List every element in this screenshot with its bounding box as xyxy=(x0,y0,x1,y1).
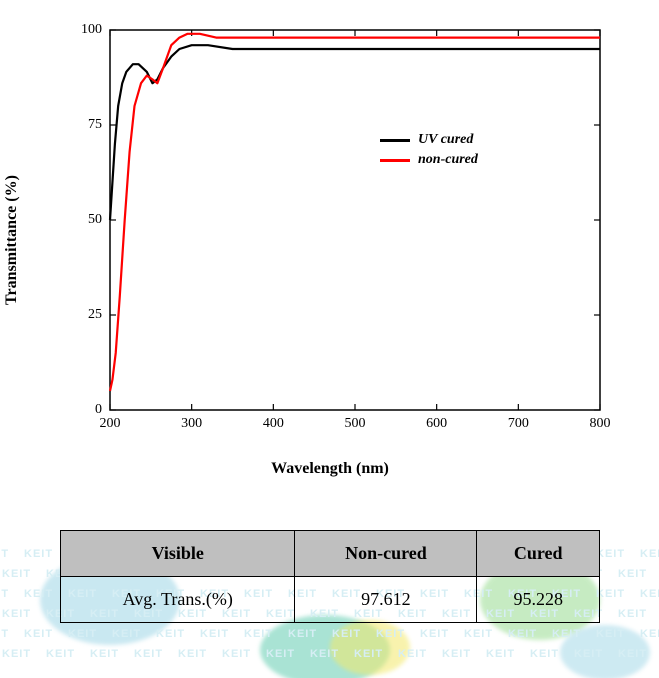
watermark-text: KEIT xyxy=(398,648,427,660)
watermark-text: KEIT xyxy=(24,548,53,560)
watermark-text: KEIT xyxy=(420,628,449,640)
watermark-text: KEIT xyxy=(596,588,625,600)
legend-label: UV cured xyxy=(418,132,473,148)
row-cured: 95.228 xyxy=(477,577,600,623)
col-cured: Cured xyxy=(477,531,600,577)
watermark-text: KEIT xyxy=(288,628,317,640)
x-axis-label: Wavelength (nm) xyxy=(271,460,389,478)
watermark-text: KEIT xyxy=(596,628,625,640)
col-noncured: Non-cured xyxy=(295,531,477,577)
x-tick-label: 400 xyxy=(263,416,284,432)
watermark-text: KEIT xyxy=(46,648,75,660)
watermark-text: KEIT xyxy=(486,648,515,660)
x-tick-label: 300 xyxy=(181,416,202,432)
table-header-row: Visible Non-cured Cured xyxy=(61,531,600,577)
watermark-text: KEIT xyxy=(222,648,251,660)
watermark-text: KEIT xyxy=(2,608,31,620)
watermark-text: KEIT xyxy=(24,588,53,600)
transmittance-chart: Transmittance (%) Wavelength (nm) 025507… xyxy=(40,10,620,470)
col-visible: Visible xyxy=(61,531,295,577)
watermark-text: KEIT xyxy=(618,648,647,660)
watermark-text: KEIT xyxy=(0,628,9,640)
y-tick-label: 50 xyxy=(62,212,102,228)
watermark-text: KEIT xyxy=(0,548,9,560)
watermark-text: KEIT xyxy=(618,568,647,580)
watermark-text: KEIT xyxy=(354,648,383,660)
watermark-text: KEIT xyxy=(640,628,659,640)
x-tick-label: 500 xyxy=(345,416,366,432)
y-axis-label: Transmittance (%) xyxy=(3,175,21,305)
watermark-text: KEIT xyxy=(156,628,185,640)
table-row: Avg. Trans.(%) 97.612 95.228 xyxy=(61,577,600,623)
watermark-text: KEIT xyxy=(442,648,471,660)
chart-legend: UV cured non-cured xyxy=(380,130,478,170)
watermark-text: KEIT xyxy=(574,648,603,660)
watermark-text: KEIT xyxy=(596,548,625,560)
watermark-blob xyxy=(330,620,410,675)
watermark-text: KEIT xyxy=(112,628,141,640)
x-tick-label: 200 xyxy=(100,416,121,432)
row-label: Avg. Trans.(%) xyxy=(61,577,295,623)
watermark-text: KEIT xyxy=(530,648,559,660)
legend-swatch xyxy=(380,159,410,162)
watermark-text: KEIT xyxy=(618,608,647,620)
watermark-blob xyxy=(260,615,390,678)
watermark-text: KEIT xyxy=(310,648,339,660)
watermark-text: KEIT xyxy=(90,648,119,660)
watermark-text: KEIT xyxy=(332,628,361,640)
watermark-text: KEIT xyxy=(376,628,405,640)
watermark-text: KEIT xyxy=(68,628,97,640)
y-tick-label: 100 xyxy=(62,22,102,38)
watermark-text: KEIT xyxy=(244,628,273,640)
x-tick-label: 700 xyxy=(508,416,529,432)
watermark-text: KEIT xyxy=(24,628,53,640)
x-tick-label: 600 xyxy=(426,416,447,432)
watermark-text: KEIT xyxy=(134,648,163,660)
watermark-text: KEIT xyxy=(200,628,229,640)
legend-swatch xyxy=(380,139,410,142)
watermark-text: KEIT xyxy=(0,588,9,600)
y-tick-label: 0 xyxy=(62,402,102,418)
y-tick-label: 75 xyxy=(62,117,102,133)
watermark-blob xyxy=(560,625,650,678)
summary-table: Visible Non-cured Cured Avg. Trans.(%) 9… xyxy=(60,530,600,623)
x-tick-label: 800 xyxy=(590,416,611,432)
y-tick-label: 25 xyxy=(62,307,102,323)
watermark-text: KEIT xyxy=(2,568,31,580)
legend-item: non-cured xyxy=(380,150,478,170)
watermark-text: KEIT xyxy=(2,648,31,660)
watermark-text: KEIT xyxy=(266,648,295,660)
watermark-text: KEIT xyxy=(508,628,537,640)
legend-item: UV cured xyxy=(380,130,478,150)
row-noncured: 97.612 xyxy=(295,577,477,623)
watermark-text: KEIT xyxy=(552,628,581,640)
chart-svg xyxy=(40,10,620,470)
watermark-text: KEIT xyxy=(178,648,207,660)
watermark-text: KEIT xyxy=(640,548,659,560)
watermark-text: KEIT xyxy=(640,588,659,600)
legend-label: non-cured xyxy=(418,152,478,168)
watermark-text: KEIT xyxy=(464,628,493,640)
